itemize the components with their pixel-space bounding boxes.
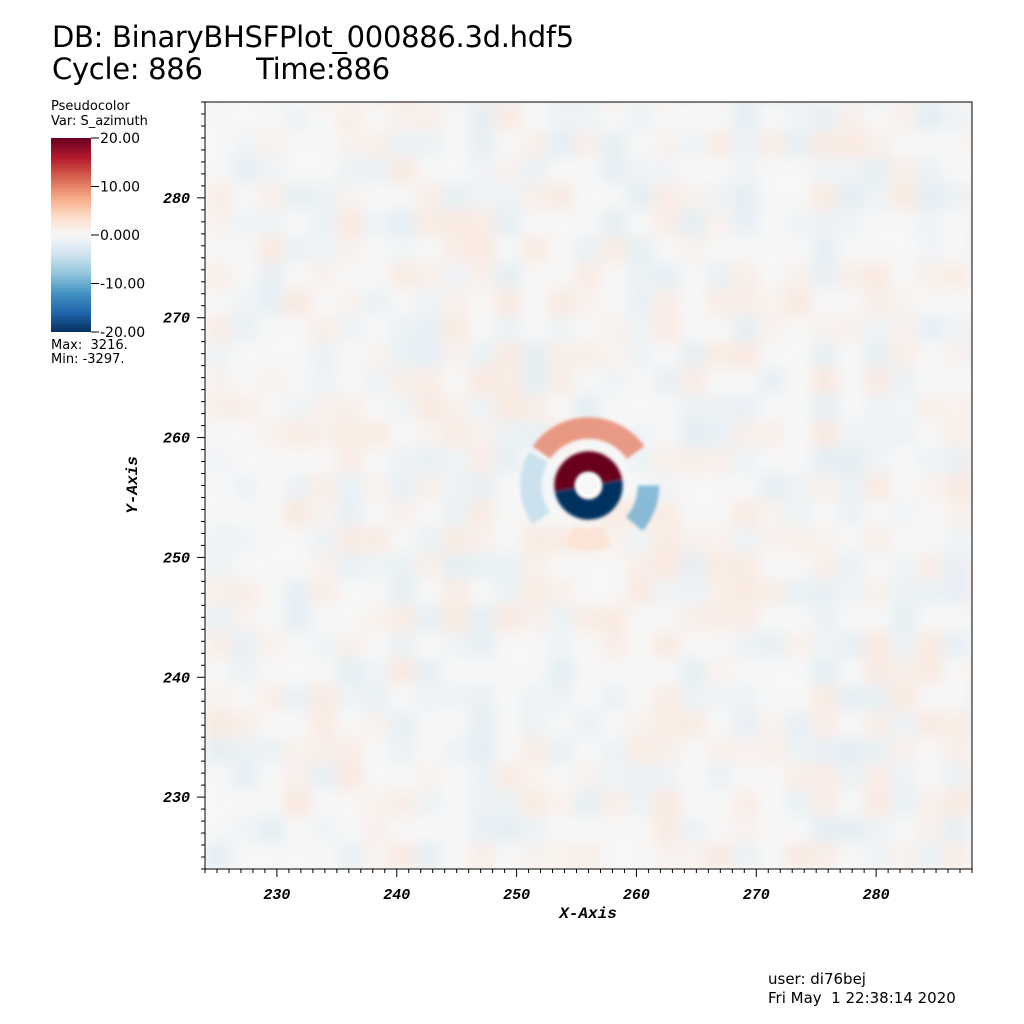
core-arc (554, 479, 623, 520)
colorbar-tick-label: 20.00 (100, 131, 140, 147)
y-tick-label: 250 (163, 550, 190, 567)
colorbar-tick-label: -10.00 (100, 277, 145, 293)
colorbar-tick-label: 10.00 (100, 180, 140, 196)
x-axis-title: X-Axis (558, 905, 617, 923)
footer-date: Fri May 1 22:38:14 2020 (768, 989, 956, 1007)
background-field (205, 102, 972, 869)
y-tick-label: 240 (163, 670, 190, 687)
core-arc (532, 417, 645, 460)
core-structure (520, 417, 660, 551)
colorbar-tick-label: -20.00 (100, 325, 145, 341)
x-tick-label: 260 (623, 887, 650, 904)
x-tick-label: 280 (863, 887, 890, 904)
legend-max: Max: 3216. (51, 338, 128, 353)
colorbar: 20.00 10.00 0.000 -10.00 -20.00 (51, 131, 145, 341)
legend-variable: Var: S_azimuth (51, 114, 148, 129)
y-axis: 230 240 250 260 270 280 (163, 101, 205, 870)
core-arc (566, 525, 611, 551)
core-arc (625, 485, 660, 531)
legend-min: Min: -3297. (51, 352, 125, 367)
horizon-ring (577, 474, 600, 497)
y-tick-label: 230 (163, 790, 190, 807)
x-tick-label: 250 (503, 887, 530, 904)
x-axis: 230 240 250 260 270 280 (204, 869, 973, 904)
colorbar-gradient (51, 138, 91, 332)
y-tick-label: 260 (163, 431, 190, 448)
y-tick-label: 270 (163, 311, 190, 328)
y-tick-label: 280 (163, 191, 190, 208)
cycle-time-label: Cycle: 886 Time:886 (52, 52, 390, 86)
footer-user: user: di76bej (768, 970, 866, 988)
core-arc (554, 451, 623, 492)
x-tick-label: 240 (383, 887, 410, 904)
core-arc (520, 451, 551, 525)
colorbar-tick-label: 0.000 (100, 228, 140, 244)
x-tick-label: 270 (743, 887, 770, 904)
center-hole (577, 474, 600, 497)
y-axis-title: Y-Axis (124, 456, 142, 514)
database-title: DB: BinaryBHSFPlot_000886.3d.hdf5 (52, 20, 574, 54)
x-tick-label: 230 (263, 887, 290, 904)
legend-plot-type: Pseudocolor (51, 99, 130, 114)
